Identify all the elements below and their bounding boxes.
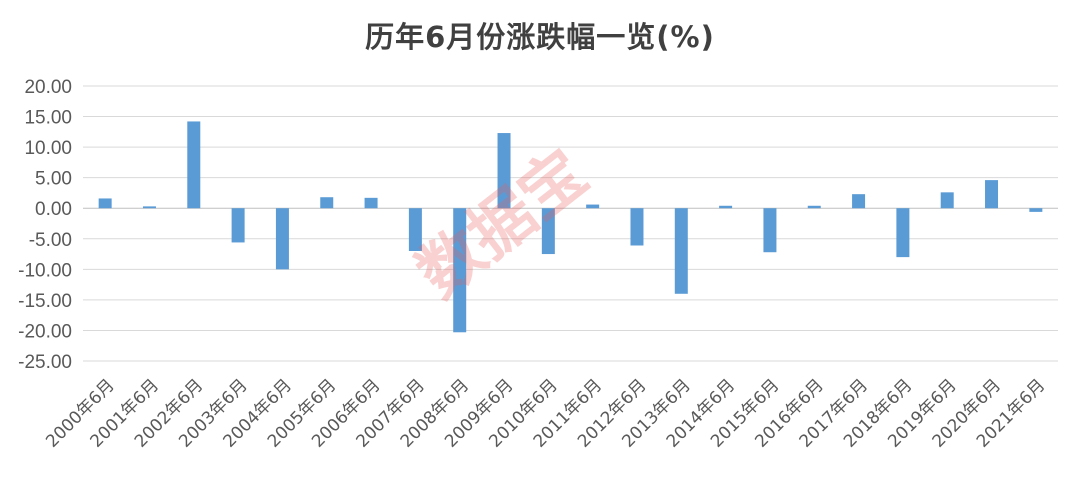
bar bbox=[719, 205, 733, 209]
bar bbox=[630, 208, 644, 246]
y-tick-label: -5.00 bbox=[29, 230, 72, 251]
y-tick-label: -20.00 bbox=[18, 321, 72, 342]
y-tick-label: 10.00 bbox=[24, 138, 72, 159]
bar bbox=[408, 208, 422, 251]
bar bbox=[940, 192, 954, 209]
bar bbox=[231, 208, 245, 243]
y-tick-label: -25.00 bbox=[18, 352, 72, 373]
bar bbox=[586, 204, 600, 209]
y-tick-label: -10.00 bbox=[18, 260, 72, 281]
y-tick-label: -15.00 bbox=[18, 291, 72, 312]
y-tick-label: 15.00 bbox=[24, 108, 72, 129]
bar bbox=[541, 208, 555, 255]
bar bbox=[98, 198, 112, 209]
bar bbox=[275, 208, 289, 270]
bar bbox=[1029, 208, 1043, 212]
bar bbox=[320, 197, 334, 209]
bar bbox=[364, 197, 378, 209]
y-tick-label: 20.00 bbox=[24, 77, 72, 98]
bar bbox=[142, 206, 156, 209]
y-tick-label: 5.00 bbox=[35, 169, 72, 190]
bar bbox=[985, 180, 999, 209]
bar bbox=[674, 208, 688, 294]
bar bbox=[763, 208, 777, 253]
y-tick-label: 0.00 bbox=[35, 199, 72, 220]
bar bbox=[896, 208, 910, 258]
bar bbox=[497, 133, 511, 209]
chart-title: 历年6月份涨跌幅一览(%) bbox=[365, 20, 715, 54]
bar bbox=[852, 194, 866, 209]
bar bbox=[453, 208, 467, 333]
bar bbox=[807, 205, 821, 209]
bar bbox=[187, 121, 201, 209]
